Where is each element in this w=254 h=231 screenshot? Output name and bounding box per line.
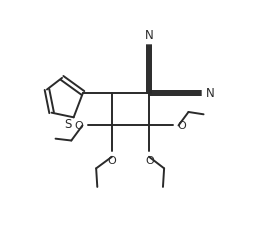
- Text: N: N: [205, 87, 214, 100]
- Text: S: S: [64, 117, 72, 130]
- Text: O: O: [107, 155, 116, 165]
- Text: O: O: [145, 155, 154, 165]
- Text: O: O: [178, 121, 186, 131]
- Text: O: O: [75, 121, 83, 131]
- Text: N: N: [145, 29, 153, 42]
